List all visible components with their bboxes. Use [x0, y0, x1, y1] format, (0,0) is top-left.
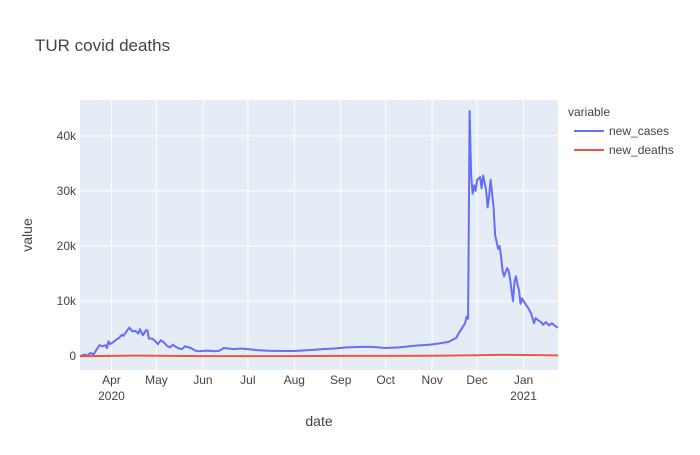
x-tick-label: Aug	[284, 373, 305, 387]
series-line-new-cases	[79, 110, 559, 358]
x-tick-label: Nov	[421, 373, 442, 387]
grid-layer	[80, 100, 558, 370]
legend-label-new-deaths: new_deaths	[609, 143, 674, 157]
x-tick-label: Jun	[193, 373, 212, 387]
plot-area	[80, 100, 558, 370]
x-tick-label: Oct	[376, 373, 395, 387]
legend-item-new-deaths[interactable]: new_deaths	[574, 143, 674, 157]
legend-item-new-cases[interactable]: new_cases	[574, 124, 669, 138]
x-tick-label: Sep	[330, 373, 352, 387]
y-tick-label: 40k	[57, 129, 77, 143]
y-tick-label: 20k	[57, 239, 77, 253]
x-tick-label: Apr	[102, 373, 121, 387]
y-tick-label: 10k	[57, 294, 77, 308]
y-tick-label: 0	[69, 349, 76, 363]
y-axis-label: value	[19, 218, 35, 252]
series-line-new-deaths	[79, 353, 559, 358]
legend: variable new_cases new_deaths	[568, 105, 674, 157]
x-tick-label: Jan	[514, 373, 533, 387]
x-tick-label: Jul	[240, 373, 255, 387]
x-tick-label: Dec	[466, 373, 487, 387]
chart-title: TUR covid deaths	[35, 36, 170, 55]
x-tick-year-label: 2021	[510, 389, 537, 403]
legend-title: variable	[568, 105, 610, 119]
legend-label-new-cases: new_cases	[609, 124, 669, 138]
x-tick-label: May	[145, 373, 168, 387]
y-tick-label: 30k	[57, 184, 77, 198]
tick-layer: 0 10k 20k 30k 40k Apr 2020 May Jun Jul Aug Sep Oct No…	[57, 129, 538, 403]
series-layer	[79, 110, 559, 358]
x-axis-label: date	[305, 413, 332, 429]
x-tick-year-label: 2020	[98, 389, 125, 403]
